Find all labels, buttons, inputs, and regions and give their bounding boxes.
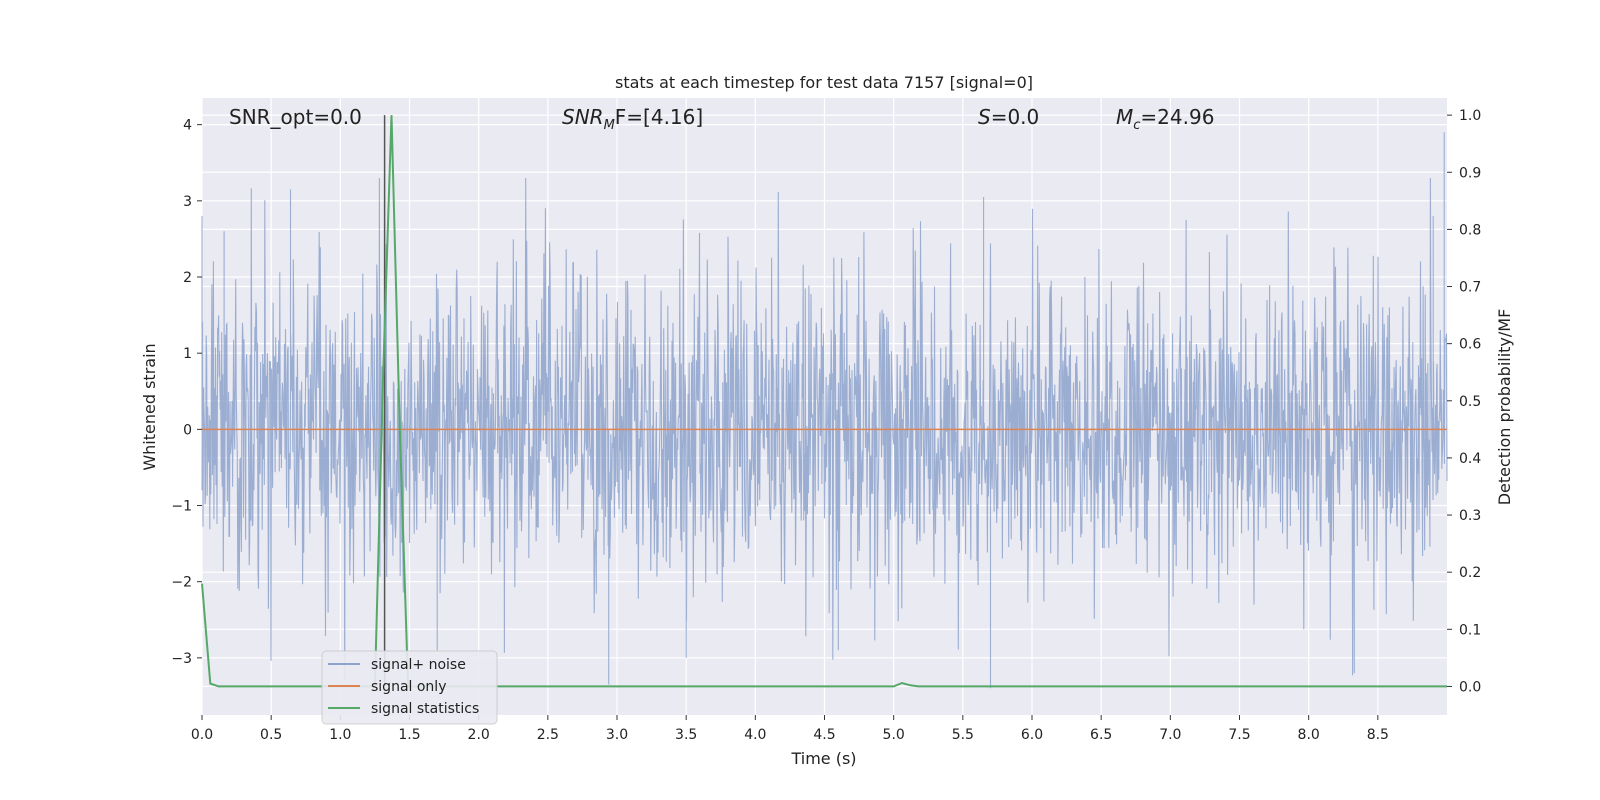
annotation-snr-mf-rest: F=[4.16] [615,105,703,129]
y-tick-label: 4 [183,118,192,134]
legend-label-signal-only: signal only [371,679,446,695]
y-right-tick-label: 0.2 [1459,565,1481,581]
annotation-snr-mf: SNRMF=[4.16] [562,105,703,133]
x-tick-label: 4.5 [813,727,835,743]
y-right-tick-label: 0.5 [1459,394,1481,410]
y-right-tick-label: 0.8 [1459,222,1481,238]
legend-box [321,650,498,725]
y-right-tick-label: 0.9 [1459,165,1481,181]
x-axis-label: Time (s) [790,749,856,768]
y-right-tick-labels: 1.0 0.9 0.8 0.7 0.6 0.5 0.4 0.3 0.2 0.1 0.0 [1447,108,1481,695]
x-tick-label: 2.5 [537,727,559,743]
y-right-tick-label: 0.0 [1459,679,1481,695]
annotation-mc-value: =24.96 [1140,105,1214,129]
y-right-tick-label: 0.7 [1459,280,1481,296]
y-tick-label: 2 [183,270,192,286]
legend: signal+ noise signal only signal statist… [321,650,498,725]
x-tick-label: 1.0 [329,727,351,743]
x-tick-label: 0.5 [260,727,282,743]
x-tick-label: 7.0 [1159,727,1181,743]
grid [201,98,1447,715]
annotation-snr-mf-sub: M [604,118,615,133]
x-tick-label: 3.5 [675,727,697,743]
x-tick-label: 0.0 [191,727,213,743]
annotation-mc-sub: c [1133,118,1140,133]
x-tick-label: 8.0 [1298,727,1320,743]
y-right-tick-label: 0.6 [1459,337,1481,353]
y-right-tick-label: 0.3 [1459,508,1481,524]
y-tick-label: 1 [183,346,192,362]
y-tick-labels: 4 3 2 1 0 −1 −2 −3 [171,118,202,667]
x-tick-label: 5.5 [952,727,974,743]
noise-line [201,132,1448,689]
y-right-axis-label: Detection probability/MF [1495,309,1514,506]
x-tick-labels: 0.0 0.5 1.0 1.5 2.0 2.5 3.0 3.5 4.0 4.5 5.0 5.5 6.0 6… [191,715,1389,743]
statistics-line [201,115,1447,688]
x-tick-label: 3.0 [606,727,628,743]
y-tick-label: −3 [171,651,192,667]
annotation-snr-mf-base: SNR [562,105,604,129]
x-tick-label: 7.5 [1228,727,1250,743]
y-tick-label: 3 [183,194,192,210]
chart-title: stats at each timestep for test data 715… [615,73,1033,92]
x-tick-label: 6.0 [1021,727,1043,743]
x-tick-label: 5.0 [883,727,905,743]
y-tick-label: −2 [171,575,192,591]
x-tick-label: 4.0 [744,727,766,743]
x-tick-label: 2.0 [468,727,490,743]
x-tick-label: 8.5 [1367,727,1389,743]
y-tick-label: −1 [171,499,192,515]
annotation-snr-opt: SNR_opt=0.0 [229,105,362,129]
series-signal-statistics [201,115,1447,688]
legend-label-noise: signal+ noise [371,657,466,673]
legend-label-statistics: signal statistics [371,701,479,717]
y-right-tick-label: 1.0 [1459,108,1481,124]
annotation-mc: Mc=24.96 [1116,105,1214,133]
y-right-tick-label: 0.1 [1459,622,1481,638]
y-axis-label: Whitened strain [140,343,159,470]
annotation-s-value: =0.0 [991,105,1040,129]
annotation-s: S=0.0 [978,105,1039,129]
annotation-s-label: S [978,105,991,129]
y-tick-label: 0 [183,422,192,438]
annotation-mc-base: M [1116,105,1133,129]
x-tick-label: 1.5 [398,727,420,743]
series-signal-plus-noise [201,132,1448,689]
y-right-tick-label: 0.4 [1459,451,1481,467]
x-tick-label: 6.5 [1090,727,1112,743]
